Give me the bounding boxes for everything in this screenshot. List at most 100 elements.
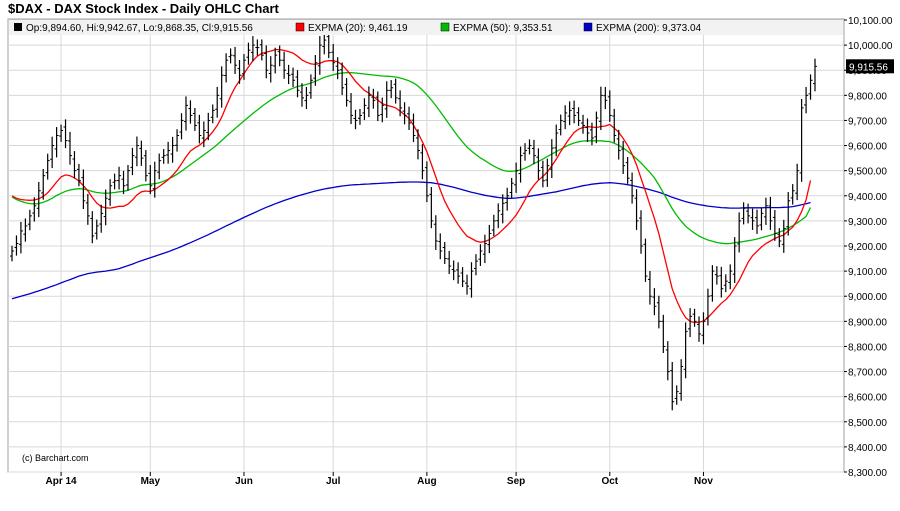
- ohlc-bar: [63, 119, 68, 149]
- ohlc-bar: [625, 157, 630, 184]
- legend: Op:9,894.60, Hi:9,942.67, Lo:9,868.35, C…: [9, 20, 843, 35]
- legend-swatch-ema20: [295, 22, 305, 32]
- ohlc-bar: [572, 100, 577, 124]
- ohlc-bar: [750, 208, 755, 230]
- ohlc-bar: [18, 221, 23, 254]
- ohlc-bar: [134, 136, 139, 167]
- ohlc-bar: [799, 98, 804, 182]
- ohlc-bar: [692, 308, 697, 327]
- ohlc-bar: [380, 97, 385, 123]
- x-axis: Apr 14 May Jun Jul Aug Sep Oct Nov: [46, 472, 713, 487]
- ohlc-bar: [277, 45, 282, 67]
- ohlc-bar: [563, 105, 568, 130]
- ohlc-bar: [469, 262, 474, 298]
- ohlc-bar: [76, 163, 81, 187]
- ohlc-bar: [326, 31, 331, 59]
- ohlc-bar: [558, 114, 563, 136]
- ohlc-bar: [148, 165, 153, 195]
- ohlc-bar: [268, 56, 273, 83]
- ohlc-bar: [763, 197, 768, 225]
- ohlc-bar: [710, 265, 715, 302]
- ohlc-bar: [362, 98, 367, 121]
- ohlc-bar: [85, 193, 90, 225]
- ohlc-bar: [688, 308, 693, 338]
- y-tick-label: 8,600.00: [848, 393, 887, 404]
- ohlc-bar: [384, 81, 389, 118]
- y-tick-label: 9,600.00: [848, 142, 887, 153]
- ohlc-bar: [438, 233, 443, 260]
- ohlc-bar: [54, 127, 59, 158]
- ohlc-bar: [424, 161, 429, 203]
- ohlc-bar: [282, 51, 287, 79]
- legend-ema20: EXPMA (20): 9,461.19: [308, 23, 408, 34]
- ohlc-bar: [567, 101, 572, 126]
- ohlc-bar: [576, 107, 581, 126]
- ohlc-bar: [313, 55, 318, 86]
- ohlc-bar: [237, 59, 242, 84]
- ohlc-bar: [402, 102, 407, 125]
- ohlc-bar: [81, 169, 86, 210]
- ohlc-bar: [331, 43, 336, 71]
- ema50-series: [11, 72, 812, 245]
- ohlc-bar: [683, 322, 688, 379]
- legend-background: [9, 20, 843, 35]
- ohlc-bar: [322, 32, 327, 55]
- ohlc-bar: [192, 108, 197, 131]
- ohlc-bar: [206, 112, 211, 141]
- x-tick-label: May: [141, 476, 161, 487]
- credit-text: (c) Barchart.com: [22, 453, 89, 463]
- ohlc-bar: [460, 267, 465, 288]
- ohlc-bar: [183, 96, 188, 131]
- ohlc-bar: [665, 341, 670, 381]
- ohlc-bar: [286, 64, 291, 85]
- ohlc-bars: [10, 31, 817, 411]
- ohlc-bar: [473, 254, 478, 276]
- ohlc-bar: [255, 39, 260, 56]
- ohlc-bar: [353, 109, 358, 130]
- ohlc-bar: [527, 139, 532, 155]
- ohlc-bar: [201, 121, 206, 148]
- ohlc-bar: [790, 184, 795, 205]
- ohlc-bar: [639, 210, 644, 254]
- ohlc-bar: [585, 118, 590, 142]
- ohlc-bar: [581, 114, 586, 134]
- y-tick-label: 8,500.00: [848, 418, 887, 429]
- ohlc-bar: [705, 288, 710, 326]
- ohlc-bar: [36, 181, 41, 218]
- ohlc-bar: [813, 58, 817, 92]
- ohlc-bar: [487, 224, 492, 254]
- ohlc-bar: [746, 203, 751, 224]
- ohlc-bar: [344, 78, 349, 107]
- ohlc-bar: [259, 39, 264, 61]
- ohlc-bar: [786, 191, 791, 236]
- ohlc-bar: [94, 219, 99, 240]
- ohlc-bar: [349, 93, 354, 125]
- ohlc-bar: [647, 271, 652, 305]
- ohlc-bar: [295, 70, 300, 98]
- ohlc-bar: [317, 36, 322, 75]
- y-tick-label: 9,100.00: [848, 267, 887, 278]
- ohlc-bar: [768, 196, 773, 230]
- ohlc-bar: [393, 78, 398, 104]
- ohlc-bar: [366, 86, 371, 118]
- ohlc-bar: [491, 214, 496, 237]
- y-tick-label: 9,300.00: [848, 217, 887, 228]
- ohlc-bar: [554, 124, 559, 157]
- y-tick-label: 9,800.00: [848, 91, 887, 102]
- ohlc-bar: [304, 86, 309, 110]
- ohlc-bar: [23, 218, 28, 242]
- ohlc-bar: [215, 86, 220, 118]
- ohlc-bar: [415, 129, 420, 160]
- ohlc-bar: [233, 46, 238, 75]
- ohlc-bar: [643, 238, 648, 282]
- ohlc-bar: [536, 148, 541, 180]
- ohlc-bar: [420, 144, 425, 180]
- legend-ohlc: Op:9,894.60, Hi:9,942.67, Lo:9,868.35, C…: [26, 23, 253, 34]
- ohlc-bar: [630, 172, 635, 204]
- ohlc-bar: [143, 150, 148, 182]
- ohlc-bar: [219, 66, 224, 108]
- y-axis: 10,100.0010,000.009,900.009,800.009,700.…: [844, 16, 893, 479]
- ohlc-bar: [429, 187, 434, 229]
- ohlc-bar: [594, 111, 599, 144]
- ohlc-bar: [108, 179, 113, 206]
